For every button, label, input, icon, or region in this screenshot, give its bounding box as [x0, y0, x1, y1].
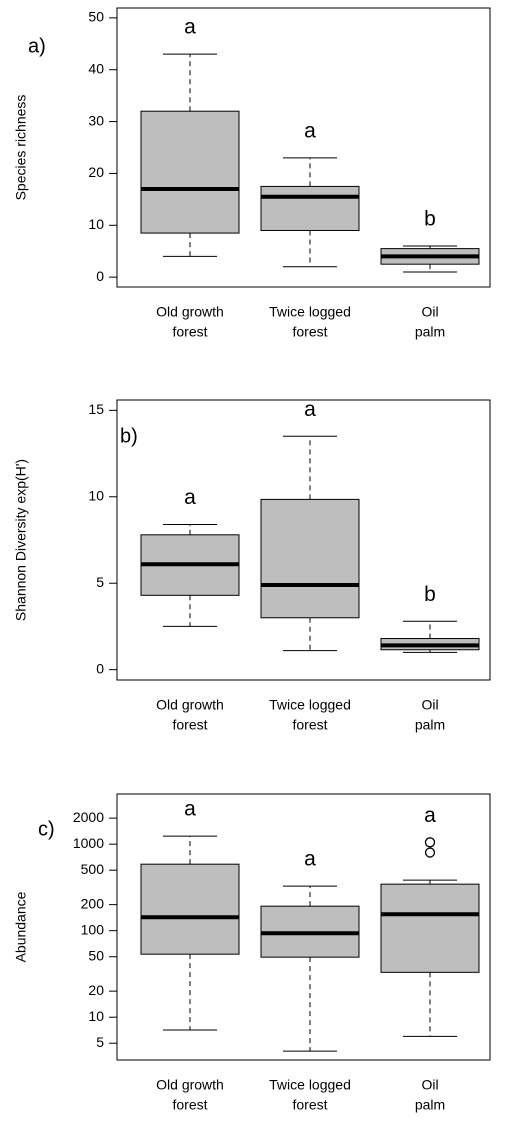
x-tick-label: Old growth [156, 697, 224, 713]
x-tick-label: forest [172, 717, 207, 733]
x-tick-label: forest [292, 324, 327, 340]
outlier [424, 847, 436, 858]
y-tick-label: 40 [88, 60, 104, 76]
x-tick-label: palm [415, 1097, 445, 1113]
significance-letter: a [424, 804, 436, 827]
significance-letter: a [304, 398, 316, 421]
y-tick-label: 20 [88, 982, 104, 998]
y-tick-label: 10 [88, 1008, 104, 1024]
x-tick-label: Twice logged [269, 1077, 351, 1093]
significance-letter: a [304, 119, 316, 142]
significance-letter: a [184, 16, 196, 39]
plot-frame [116, 793, 491, 1061]
panel-label: a) [28, 35, 46, 57]
x-tick-label: Twice logged [269, 697, 351, 713]
y-axis-label: Species richness [13, 95, 29, 201]
x-tick-label: Oil [421, 1077, 438, 1093]
y-tick-label: 2000 [73, 809, 104, 825]
y-tick-label: 100 [81, 921, 105, 937]
y-tick-label: 10 [88, 487, 104, 503]
y-tick-label: 15 [88, 401, 104, 417]
y-tick-label: 500 [81, 861, 105, 877]
box [140, 863, 240, 955]
panel-label: c) [38, 818, 55, 840]
y-tick-label: 30 [88, 112, 104, 128]
x-tick-label: palm [415, 717, 445, 733]
significance-letter: a [184, 798, 196, 821]
y-tick-label: 5 [96, 1034, 104, 1050]
significance-letter: a [184, 486, 196, 509]
significance-letter: a [304, 848, 316, 871]
x-tick-label: Oil [421, 697, 438, 713]
x-tick-label: palm [415, 324, 445, 340]
y-tick-label: 50 [88, 947, 104, 963]
outlier [424, 837, 436, 848]
y-tick-label: 200 [81, 895, 105, 911]
y-axis-label: Shannon Diversity exp(H') [13, 459, 29, 621]
y-tick-label: 50 [88, 9, 104, 25]
y-tick-label: 0 [96, 268, 104, 284]
y-tick-label: 5 [96, 574, 104, 590]
y-tick-label: 10 [88, 216, 104, 232]
significance-letter: b [424, 208, 436, 231]
x-tick-label: forest [172, 1097, 207, 1113]
x-tick-label: forest [292, 1097, 327, 1113]
x-tick-label: Old growth [156, 1077, 224, 1093]
y-tick-label: 1000 [73, 835, 104, 851]
y-tick-label: 20 [88, 164, 104, 180]
box [260, 498, 360, 619]
x-tick-label: Old growth [156, 304, 224, 320]
plot-frame [116, 7, 491, 288]
panel-label: b) [120, 425, 138, 447]
x-tick-label: forest [172, 324, 207, 340]
y-axis-label: Abundance [13, 891, 29, 962]
y-tick-label: 0 [96, 660, 104, 676]
box [140, 110, 240, 234]
x-tick-label: Twice logged [269, 304, 351, 320]
x-tick-label: Oil [421, 304, 438, 320]
significance-letter: b [424, 583, 436, 606]
box [260, 185, 360, 231]
box [380, 883, 480, 973]
plot-frame [116, 399, 491, 681]
x-tick-label: forest [292, 717, 327, 733]
